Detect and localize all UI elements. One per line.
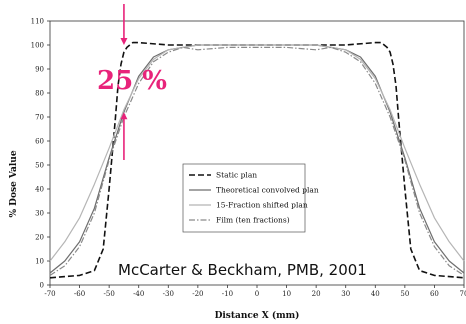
- y-tick-label: 80: [35, 90, 44, 98]
- series-layer: [49, 41, 465, 279]
- x-tick-label: -10: [222, 290, 233, 298]
- y-tick-label: 40: [35, 186, 44, 194]
- x-tick-label: 30: [341, 290, 350, 298]
- x-tick-label: 60: [430, 290, 439, 298]
- x-tick-label: -30: [163, 290, 174, 298]
- percent-annotation-label: 25 %: [97, 66, 167, 96]
- y-tick-label: 20: [35, 234, 44, 242]
- dose-gradient-annotation: [120, 4, 128, 160]
- arrow-up-head: [120, 112, 128, 120]
- x-axis-ticks: -70 -60 -50 -40 -30 -20 -10 0 10 20 30 40 50 60 70: [44, 285, 466, 298]
- y-tick-label: 70: [35, 114, 44, 122]
- x-tick-label: 50: [400, 290, 409, 298]
- arrow-down-head: [120, 38, 128, 45]
- legend: Static plan Theoretical convolved plan 15-…: [182, 163, 319, 233]
- y-tick-label: 90: [35, 66, 44, 74]
- series-line-3: [49, 44, 465, 262]
- x-tick-label: -20: [192, 290, 203, 298]
- x-tick-label: 20: [312, 290, 321, 298]
- y-tick-label: 10: [35, 258, 44, 266]
- y-tick-label: 30: [35, 210, 44, 218]
- x-tick-label: 70: [460, 290, 466, 298]
- y-axis-label: % Dose Value: [9, 150, 19, 217]
- x-tick-label: -50: [104, 290, 115, 298]
- y-tick-label: 110: [31, 18, 44, 26]
- y-tick-label: 0: [40, 282, 44, 290]
- source-credit: McCarter & Beckham, PMB, 2001: [118, 261, 367, 279]
- series-line-1: [49, 41, 465, 279]
- legend-entry: Film (ten fractions): [216, 216, 290, 225]
- y-tick-label: 60: [35, 138, 44, 146]
- y-tick-label: 50: [35, 162, 44, 170]
- x-tick-label: -60: [74, 290, 85, 298]
- y-tick-label: 100: [31, 42, 44, 50]
- legend-entry: 15-Fraction shifted plan: [216, 201, 308, 210]
- legend-entry: Theoretical convolved plan: [216, 186, 319, 195]
- x-tick-label: -70: [44, 290, 55, 298]
- x-tick-label: -40: [133, 290, 144, 298]
- y-axis-ticks: 0 10 20 30 40 50 60 70 80 90 100 110: [31, 18, 50, 290]
- x-tick-label: 40: [371, 290, 380, 298]
- x-tick-label: 10: [282, 290, 291, 298]
- series-line-4: [49, 46, 465, 276]
- x-axis-label: Distance X (mm): [215, 310, 300, 321]
- x-tick-label: 0: [255, 290, 259, 298]
- legend-entry: Static plan: [216, 171, 257, 180]
